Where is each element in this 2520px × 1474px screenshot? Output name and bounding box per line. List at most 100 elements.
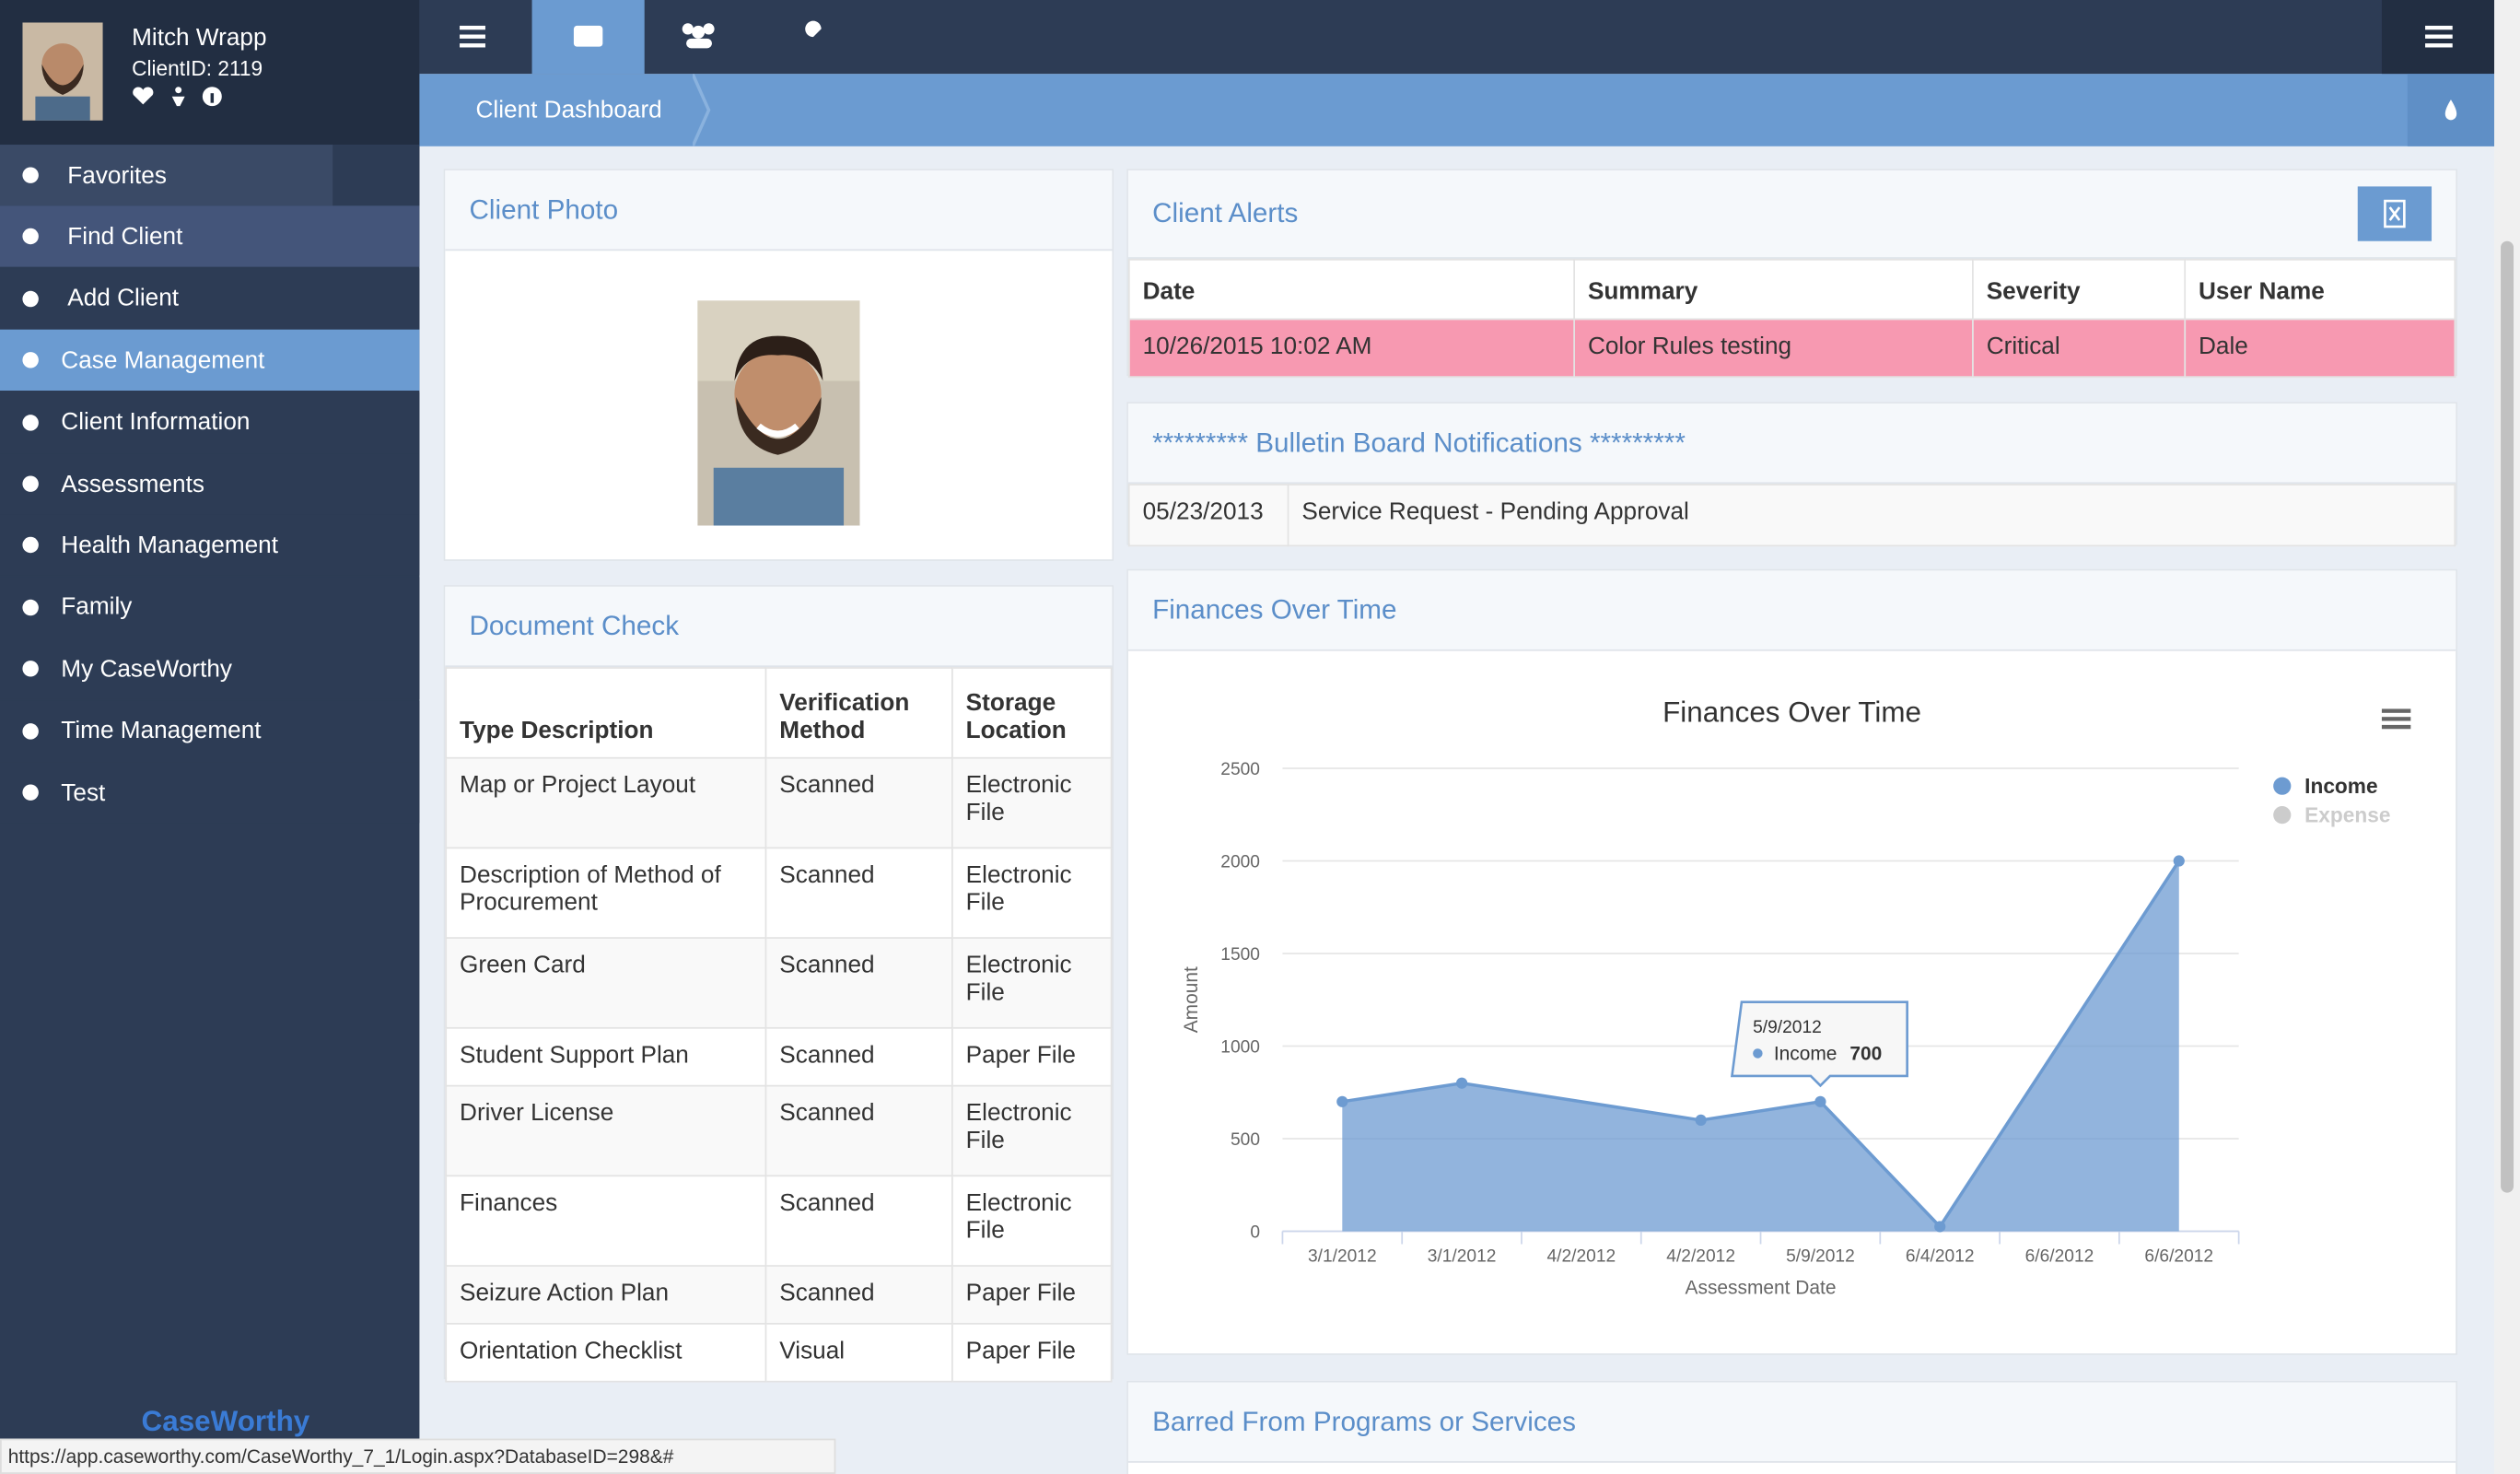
menu-item[interactable]: Client Information bbox=[0, 392, 420, 453]
menu-item[interactable]: Case Management bbox=[0, 330, 420, 392]
legend-label: Expense bbox=[2304, 802, 2390, 826]
tooltip-series: Income bbox=[1774, 1043, 1838, 1064]
cell: Electronic File bbox=[951, 1175, 1113, 1267]
x-tick-label: 4/2/2012 bbox=[1666, 1247, 1735, 1267]
panel-title: ********* Bulletin Board Notifications *… bbox=[1127, 403, 2456, 485]
y-axis-title: Amount bbox=[1181, 966, 1202, 1033]
column-header: User Name bbox=[2184, 258, 2456, 321]
menu-item[interactable]: Favorites bbox=[0, 145, 420, 206]
user-name: Mitch Wrapp bbox=[132, 24, 267, 52]
breadcrumb[interactable]: Client Dashboard bbox=[475, 96, 662, 124]
y-tick-label: 0 bbox=[1250, 1222, 1260, 1242]
icon-shape bbox=[22, 784, 39, 801]
line bbox=[1342, 860, 2181, 1230]
cell: Scanned bbox=[764, 1175, 953, 1267]
icon-shape bbox=[22, 722, 39, 739]
row: Student Support Plan Scanned Paper File bbox=[445, 1026, 1113, 1087]
menu-label: Family bbox=[61, 593, 133, 622]
right-menu[interactable] bbox=[2381, 0, 2495, 75]
tooltip-date: 5/9/2012 bbox=[1753, 1018, 1822, 1037]
icon-shape bbox=[22, 661, 39, 677]
menu-label: Add Client bbox=[67, 285, 180, 313]
row: Finances Scanned Electronic File bbox=[445, 1175, 1113, 1267]
legend-item[interactable]: Expense bbox=[2273, 802, 2390, 826]
y-tick-label: 2000 bbox=[1220, 852, 1260, 872]
cell: Scanned bbox=[764, 1084, 953, 1177]
icon-shape bbox=[22, 167, 39, 183]
x-tick-label: 3/1/2012 bbox=[1428, 1247, 1497, 1267]
chart-menu[interactable] bbox=[2381, 708, 2411, 730]
cell: Scanned bbox=[764, 847, 953, 939]
row: Seizure Action Plan Scanned Paper File bbox=[445, 1265, 1113, 1325]
menu-label: Case Management bbox=[61, 346, 265, 374]
icon-shape bbox=[22, 599, 39, 615]
bulletin-table: 05/23/2013 Service Request - Pending Appr… bbox=[1127, 484, 2456, 547]
cell: Critical bbox=[1971, 318, 2187, 379]
menu-icon bbox=[22, 475, 39, 492]
cell: Scanned bbox=[764, 1026, 953, 1087]
y-tick-label: 1000 bbox=[1220, 1037, 1260, 1057]
marker bbox=[1455, 1077, 1468, 1089]
menu-line bbox=[2381, 717, 2411, 721]
legend-swatch bbox=[2273, 777, 2292, 795]
icon-shape bbox=[22, 537, 39, 554]
x-tick-label: 4/2/2012 bbox=[1547, 1247, 1616, 1267]
icon-shape bbox=[22, 414, 39, 430]
menu-item[interactable]: Find Client bbox=[0, 206, 420, 268]
menu-line bbox=[2381, 708, 2411, 713]
client-photo bbox=[697, 300, 860, 526]
tooltip-value: 700 bbox=[1849, 1043, 1882, 1064]
menu-item[interactable]: Add Client bbox=[0, 268, 420, 330]
panel-title: Client Photo bbox=[445, 170, 1113, 252]
breadcrumb-bar: Client Dashboard bbox=[419, 74, 2495, 146]
tooltip-box bbox=[1730, 1000, 1908, 1088]
x-axis-title: Assessment Date bbox=[1686, 1278, 1837, 1299]
row: Orientation Checklist Visual Paper File bbox=[445, 1322, 1113, 1383]
menu-icon bbox=[22, 722, 39, 739]
menu-item[interactable]: My CaseWorthy bbox=[0, 638, 420, 700]
menu-item[interactable]: Time Management bbox=[0, 700, 420, 762]
x-tick-label: 3/1/2012 bbox=[1308, 1247, 1377, 1267]
edit-button[interactable] bbox=[332, 145, 420, 206]
menu-icon bbox=[22, 228, 39, 245]
column-header: Severity bbox=[1971, 258, 2187, 321]
marker bbox=[1336, 1095, 1348, 1107]
panel-title: Finances Over Time bbox=[1127, 570, 2456, 651]
cell: Paper File bbox=[951, 1322, 1113, 1383]
panel-title: Client Alerts bbox=[1127, 170, 2456, 259]
alerts-table: Date Summary Severity User Name 10/26/2015 1… bbox=[1127, 258, 2456, 379]
menu-icon bbox=[22, 661, 39, 677]
legend-label: Income bbox=[2304, 774, 2377, 798]
menu-item[interactable]: Test bbox=[0, 762, 420, 824]
header-row: Date Summary Severity User Name bbox=[1127, 258, 2456, 321]
legend-item[interactable]: Income bbox=[2273, 774, 2378, 798]
export-button[interactable] bbox=[2357, 186, 2432, 241]
menu-icon bbox=[22, 414, 39, 430]
bulletin-panel: ********* Bulletin Board Notifications *… bbox=[1126, 402, 2457, 547]
icon-shape bbox=[22, 290, 39, 307]
marker bbox=[1695, 1114, 1707, 1127]
cell: Scanned bbox=[764, 1265, 953, 1325]
menu-label: Health Management bbox=[61, 532, 279, 559]
user-avatar bbox=[22, 22, 103, 121]
cell: Visual bbox=[764, 1322, 953, 1383]
menu-item[interactable]: Assessments bbox=[0, 453, 420, 515]
menu-icon bbox=[22, 537, 39, 554]
cell: Map or Project Layout bbox=[445, 756, 767, 849]
menu-item[interactable]: Family bbox=[0, 577, 420, 638]
menu-item[interactable]: Health Management bbox=[0, 515, 420, 577]
area bbox=[1342, 860, 2179, 1232]
cell: 10/26/2015 10:02 AM bbox=[1127, 318, 1576, 379]
chart: Finances Over Time 0 500 1000 1500 2000 2500 3/… bbox=[1181, 696, 2411, 1299]
cell: Scanned bbox=[764, 756, 953, 849]
theme-button[interactable] bbox=[2407, 74, 2495, 146]
menu-label: Assessments bbox=[61, 470, 204, 498]
tooltip-dot bbox=[1753, 1048, 1763, 1059]
cell: Description of Method of Procurement bbox=[445, 847, 767, 939]
cell: Scanned bbox=[764, 937, 953, 1029]
client-id: ClientID: 2119 bbox=[132, 56, 263, 81]
cell: Student Support Plan bbox=[445, 1026, 767, 1087]
icon-shape bbox=[22, 475, 39, 492]
finances-panel: Finances Over Time Finances Over Time 0 50… bbox=[1126, 568, 2457, 1355]
